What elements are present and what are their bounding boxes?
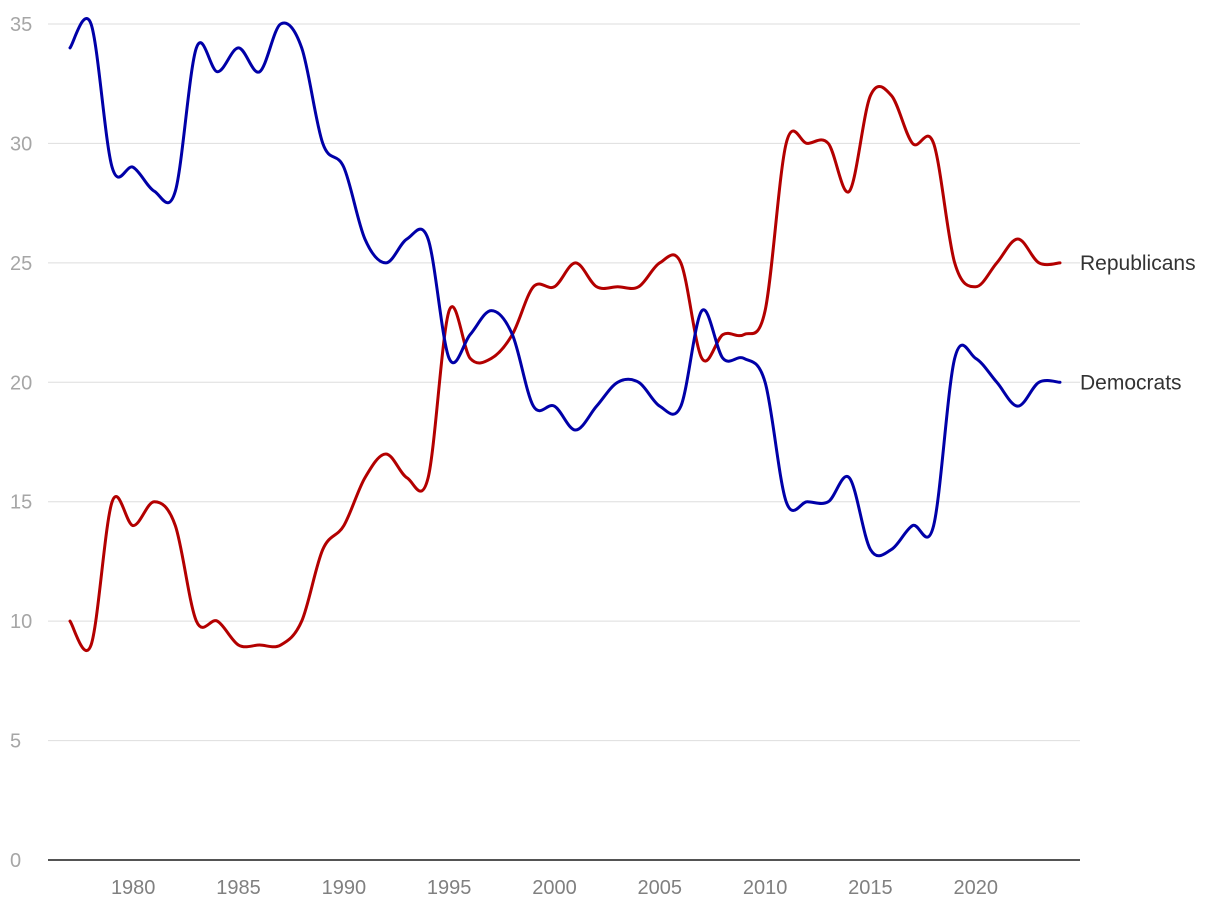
gridlines <box>48 23 1080 742</box>
y-tick-label: 25 <box>10 253 32 275</box>
x-tick-label: 1995 <box>427 877 472 899</box>
x-tick-label: 1990 <box>322 877 367 899</box>
x-tick-label: 2000 <box>532 877 577 899</box>
y-tick-label: 20 <box>10 372 32 394</box>
x-tick-label: 2015 <box>848 877 893 899</box>
democrats-label: Democrats <box>1080 371 1182 394</box>
y-tick-label: 35 <box>10 14 32 36</box>
republicans-line <box>68 85 1062 652</box>
x-tick-label: 2005 <box>638 877 683 899</box>
series-end-labels: Republicans Democrats <box>1080 252 1196 394</box>
y-tick-label: 15 <box>10 492 32 514</box>
y-tick-label: 5 <box>10 731 21 753</box>
x-tick-label: 2010 <box>743 877 788 899</box>
democrats-line <box>68 17 1062 558</box>
y-axis-tick-labels: 0 5 10 15 20 25 30 35 <box>10 14 32 872</box>
x-tick-label: 1985 <box>216 877 261 899</box>
republicans-label: Republicans <box>1080 252 1196 275</box>
x-axis-tick-labels: 1980 1985 1990 1995 2000 2005 2010 2015 2020 <box>111 877 998 899</box>
series-lines <box>68 17 1062 652</box>
x-tick-label: 1980 <box>111 877 156 899</box>
x-tick-label: 2020 <box>953 877 998 899</box>
y-tick-label: 30 <box>10 133 32 155</box>
y-tick-label: 10 <box>10 611 32 633</box>
y-tick-label: 0 <box>10 850 21 872</box>
